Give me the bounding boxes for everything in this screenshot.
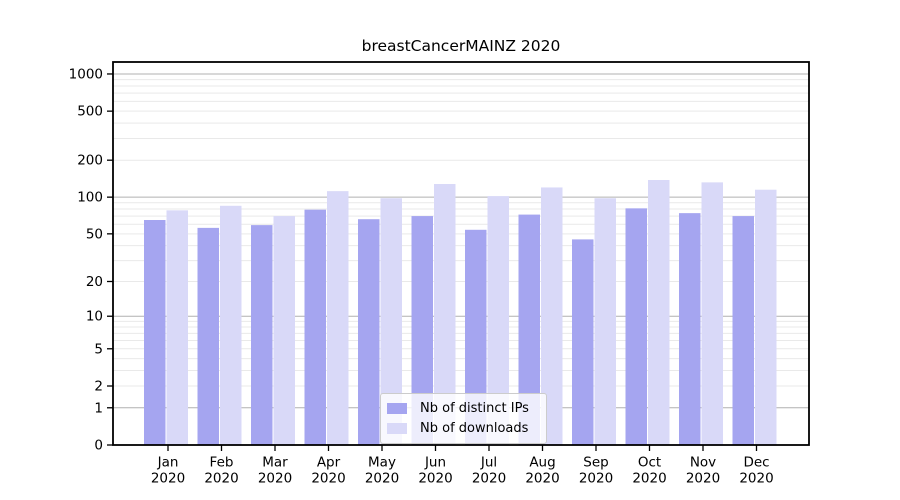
bar-jun-distinct-ips [411,216,433,445]
x-tick-label-year: 2020 [686,471,720,487]
y-tick-label: 50 [86,226,103,242]
x-tick-label-month: Mar [262,455,288,471]
legend-swatch-distinct-ips [387,402,407,414]
y-tick-label: 500 [77,104,103,120]
x-tick-label-month: Apr [317,455,341,471]
legend-swatch-downloads [387,422,407,434]
x-tick-label-month: Jul [480,455,497,471]
x-tick-label-year: 2020 [472,471,506,487]
x-tick-label-year: 2020 [418,471,452,487]
x-tick-label-year: 2020 [525,471,559,487]
legend-item-downloads: Nb of downloads [387,418,538,438]
bar-dec-downloads [755,189,777,445]
bar-sep-downloads [594,198,616,445]
bar-aug-downloads [541,187,563,445]
bar-jan-distinct-ips [144,219,166,445]
bar-feb-distinct-ips [197,227,219,445]
x-tick-label-year: 2020 [311,471,345,487]
chart-title: breastCancerMAINZ 2020 [361,37,561,55]
bar-jul-downloads [487,196,509,445]
x-tick-label-month: Jan [157,455,179,471]
y-tick-label: 1000 [69,66,103,82]
x-tick-label-year: 2020 [151,471,185,487]
bar-mar-distinct-ips [251,225,273,445]
bar-oct-distinct-ips [625,208,647,445]
y-tick-label: 100 [77,190,103,206]
legend-label-distinct-ips: Nb of distinct IPs [420,400,529,416]
bar-sep-distinct-ips [572,239,594,445]
y-tick-label: 5 [94,341,103,357]
bar-oct-downloads [648,179,670,446]
x-tick-label-year: 2020 [258,471,292,487]
bar-nov-downloads [701,182,723,445]
x-tick-label-month: Sep [583,455,608,471]
bar-feb-downloads [220,205,242,445]
bar-jan-downloads [166,210,188,445]
bar-mar-downloads [273,216,295,445]
y-tick-label: 2 [94,379,103,395]
x-tick-label-year: 2020 [739,471,773,487]
y-tick-label: 0 [94,438,103,454]
bar-dec-distinct-ips [732,216,754,445]
bar-may-distinct-ips [358,219,380,445]
x-tick-label-year: 2020 [632,471,666,487]
bar-nov-distinct-ips [679,213,701,445]
y-tick-label: 10 [86,309,103,325]
x-tick-label-year: 2020 [365,471,399,487]
legend-item-distinct-ips: Nb of distinct IPs [387,398,538,418]
x-tick-label-month: Dec [743,455,769,471]
x-tick-label-year: 2020 [579,471,613,487]
bar-aug-distinct-ips [518,214,540,445]
legend-label-downloads: Nb of downloads [420,420,529,436]
bar-may-downloads [380,198,402,445]
bar-apr-downloads [327,191,349,445]
legend: Nb of distinct IPs Nb of downloads [380,393,547,444]
x-tick-label-month: Jun [424,455,446,471]
x-tick-label-year: 2020 [204,471,238,487]
bar-apr-distinct-ips [304,209,326,445]
x-tick-label-month: Oct [638,455,661,471]
x-tick-label-month: May [368,455,396,471]
x-tick-label-month: Feb [210,455,234,471]
y-tick-label: 1 [94,400,103,416]
y-tick-label: 200 [77,153,103,169]
plot-border [112,61,810,446]
x-tick-label-month: Nov [690,455,716,471]
bar-jul-distinct-ips [465,229,487,445]
bar-jun-downloads [434,184,456,445]
y-tick-label: 20 [86,274,103,290]
x-tick-label-month: Aug [529,455,555,471]
